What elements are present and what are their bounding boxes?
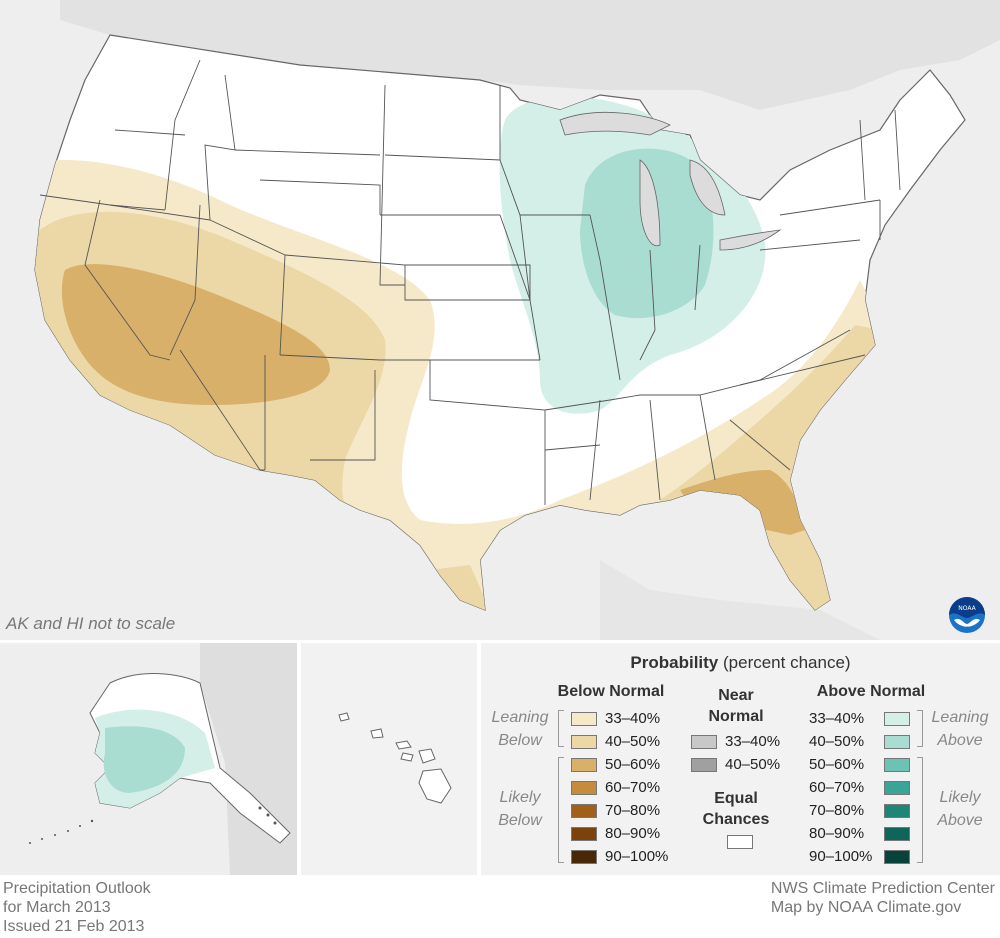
scale-note: AK and HI not to scale: [6, 614, 176, 633]
near-swatch: [691, 735, 717, 749]
above-swatch: [884, 712, 910, 726]
hawaii-inset: [301, 643, 477, 875]
below-label: 70–80%: [605, 802, 661, 819]
likely-below-label: Likely Below: [498, 789, 542, 829]
caribbean-region: [600, 560, 880, 640]
above-label: 80–90%: [809, 825, 865, 842]
aleutian-islands: [29, 806, 277, 844]
below-swatch: [571, 781, 597, 795]
issue-date: Issued 21 Feb 2013: [3, 918, 145, 935]
above-label: 60–70%: [809, 779, 865, 796]
leaning-below-bracket: [558, 710, 564, 747]
outlook-period: for March 2013: [3, 899, 111, 916]
equal-chances-wedge: [420, 270, 860, 517]
near-normal-heading: Near Normal: [708, 687, 764, 725]
below-swatch: [571, 712, 597, 726]
above-label: 33–40%: [809, 710, 865, 727]
below-label: 60–70%: [605, 779, 661, 796]
above-normal-heading: Above Normal: [816, 683, 926, 700]
below-normal-heading: Below Normal: [557, 683, 665, 700]
below-label: 40–50%: [605, 733, 661, 750]
hawaii-islands: [338, 712, 452, 804]
svg-text:NOAA: NOAA: [958, 605, 976, 612]
above-swatch: [884, 781, 910, 795]
conus-map-svg: [34, 0, 1000, 640]
alaska-inset: [0, 643, 297, 875]
legend-title-bold: Probability: [630, 653, 719, 672]
leaning-below-label: Leaning Below: [491, 709, 549, 749]
below-swatch: [571, 804, 597, 818]
legend: Probability (percent chance) Below Norma…: [481, 643, 1000, 875]
below-label: 50–60%: [605, 756, 661, 773]
likely-below-bracket: [558, 757, 564, 863]
main-map: AK and HI not to scale NOAA: [0, 0, 1000, 640]
noaa-logo-icon: NOAA: [949, 597, 985, 633]
near-swatch: [691, 758, 717, 772]
alaska-map-svg: [0, 643, 297, 875]
above-swatch: [884, 850, 910, 864]
equal-chances-swatch: [727, 835, 753, 849]
credit-map: Map by NOAA Climate.gov: [770, 899, 962, 916]
footer-right: NWS Climate Prediction Center Map by NOA…: [771, 879, 995, 917]
likely-above-bracket: [917, 757, 923, 863]
above-swatch: [884, 758, 910, 772]
state-borders: [39, 59, 901, 505]
leaning-above-label: Leaning Above: [931, 709, 989, 749]
footer-left: Precipitation Outlook for March 2013 Iss…: [3, 879, 151, 936]
near-label: 33–40%: [725, 733, 781, 750]
credit-center: NWS Climate Prediction Center: [770, 880, 995, 897]
below-swatch: [571, 827, 597, 841]
outlook-title: Precipitation Outlook: [3, 880, 151, 897]
below-swatch: [571, 735, 597, 749]
below-label: 80–90%: [605, 825, 661, 842]
equal-chances-heading: Equal Chances: [702, 790, 770, 828]
above-swatch: [884, 735, 910, 749]
legend-title: Probability (percent chance): [481, 653, 1000, 673]
above-label: 40–50%: [809, 733, 865, 750]
great-lakes: [559, 111, 782, 251]
hawaii-map-svg: [301, 643, 477, 875]
alaska-above-40-50: [103, 726, 185, 793]
canada-region: [60, 0, 1000, 110]
near-label: 40–50%: [725, 756, 781, 773]
below-50-60-southwest: [61, 264, 331, 405]
below-label: 90–100%: [605, 848, 669, 865]
below-label: 33–40%: [605, 710, 661, 727]
above-swatch: [884, 827, 910, 841]
legend-title-rest: (percent chance): [723, 653, 851, 672]
above-label: 70–80%: [809, 802, 865, 819]
likely-above-label: Likely Above: [937, 789, 983, 829]
above-swatch: [884, 804, 910, 818]
below-swatch: [571, 758, 597, 772]
leaning-above-bracket: [917, 710, 923, 747]
below-swatch: [571, 850, 597, 864]
above-label: 50–60%: [809, 756, 865, 773]
above-label: 90–100%: [809, 848, 873, 865]
